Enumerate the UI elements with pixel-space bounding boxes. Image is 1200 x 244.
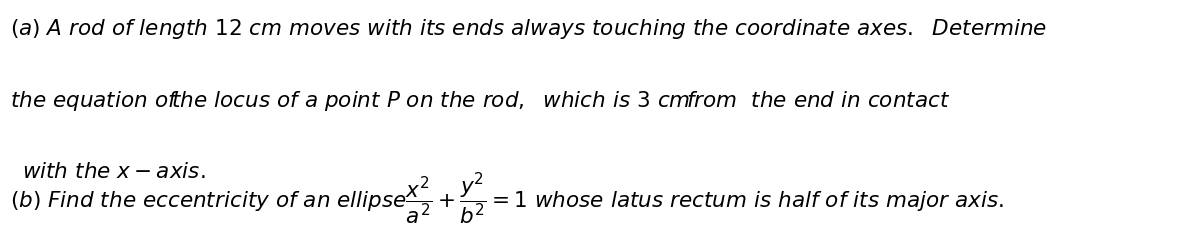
Text: $\mathit{the}\ \mathit{equation}\ \mathit{of\!the}\ \mathit{locus}\ \mathit{of}\: $\mathit{the}\ \mathit{equation}\ \mathi… — [10, 89, 950, 113]
Text: $(b)\ \mathit{Find}\ \mathit{the}\ \mathit{eccentricity}\ \mathit{of}\ \mathit{a: $(b)\ \mathit{Find}\ \mathit{the}\ \math… — [10, 171, 1003, 227]
Text: $\mathit{with}\ \mathit{the}\ \mathit{x} - \mathit{axis.}$: $\mathit{with}\ \mathit{the}\ \mathit{x}… — [22, 161, 205, 183]
Text: $(a)\ \mathit{A}\ \mathit{rod}\ \mathit{of}\ \mathit{length}\ \mathit{12}\ \math: $(a)\ \mathit{A}\ \mathit{rod}\ \mathit{… — [10, 17, 1046, 41]
